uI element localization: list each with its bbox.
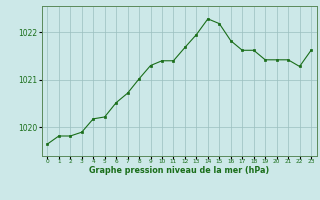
X-axis label: Graphe pression niveau de la mer (hPa): Graphe pression niveau de la mer (hPa) (89, 166, 269, 175)
